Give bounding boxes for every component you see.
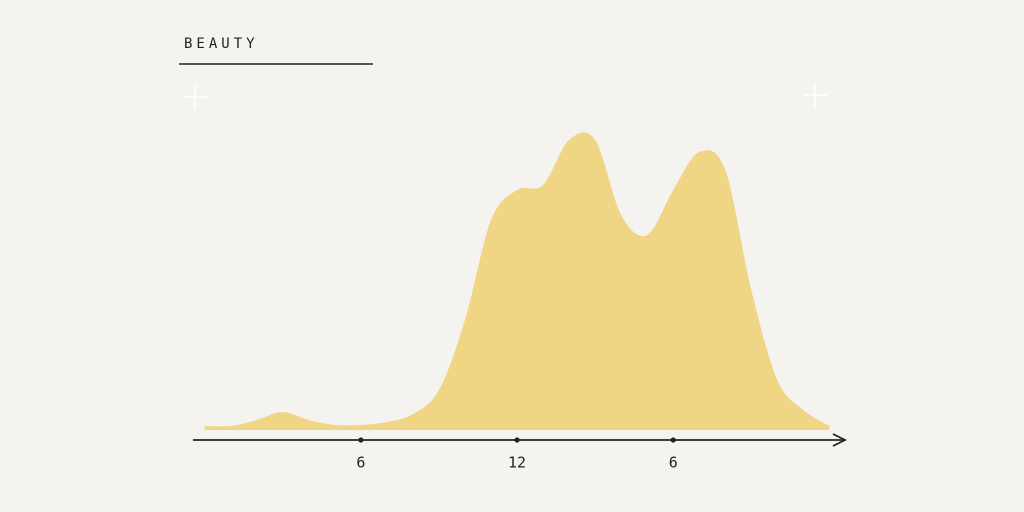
x-tick <box>358 437 364 443</box>
decor-crosses <box>183 83 827 109</box>
x-tick-label: 6 <box>356 454 365 472</box>
x-tick-label: 12 <box>508 454 526 472</box>
x-tick-label: 6 <box>669 454 678 472</box>
x-tick <box>514 437 520 443</box>
chart-title: BEAUTY <box>184 36 259 52</box>
area <box>204 132 830 431</box>
x-axis-arrow <box>832 433 848 447</box>
x-tick <box>670 437 676 443</box>
